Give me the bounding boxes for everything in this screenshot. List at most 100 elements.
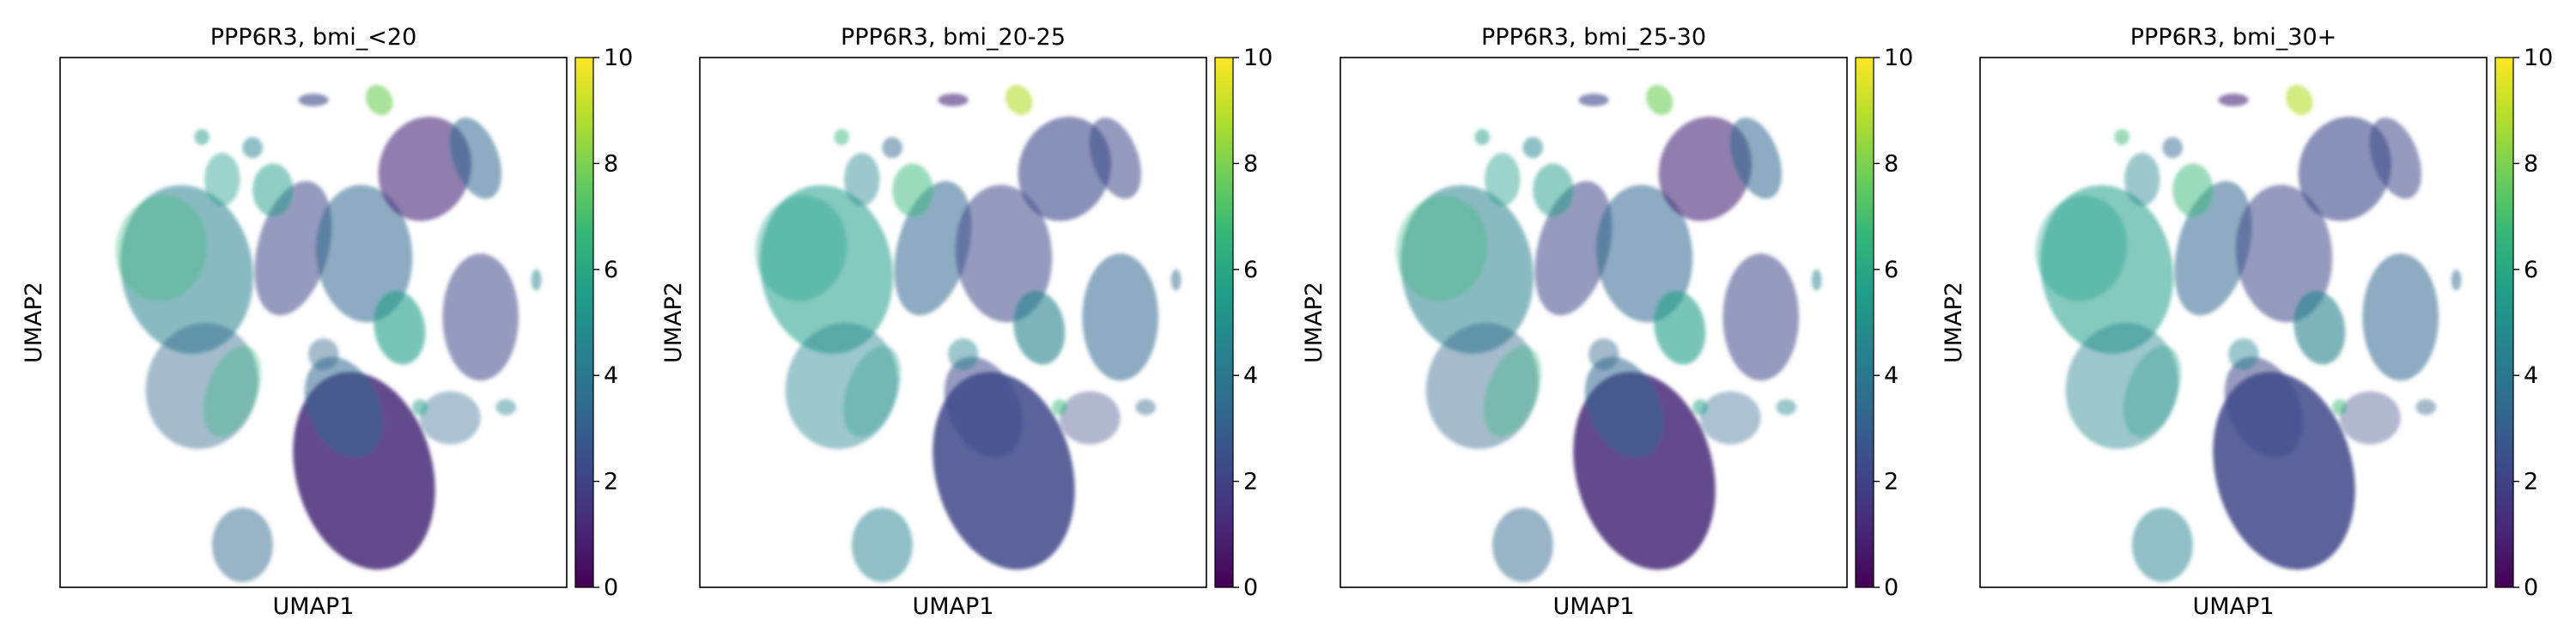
colorbar-tick-label: 10 <box>2524 45 2553 71</box>
cluster-8 <box>1595 185 1693 323</box>
cluster-10 <box>449 117 501 199</box>
panel-3: PPP6R3, bmi_25-30 UMAP1 UMAP2 0 2 4 6 8 10 <box>1301 24 1913 620</box>
cluster-4 <box>755 195 848 301</box>
colorbar <box>1214 57 1234 588</box>
cluster-22 <box>1811 269 1822 291</box>
cluster-11 <box>2362 253 2439 381</box>
cluster-6 <box>843 345 902 437</box>
y-axis-label: UMAP2 <box>660 282 687 363</box>
cluster-16 <box>844 153 880 206</box>
cluster-6 <box>204 345 262 437</box>
colorbar-tick-label: 0 <box>1243 574 1258 601</box>
colorbar-tick-label: 0 <box>604 574 618 601</box>
cluster-16 <box>2124 153 2160 206</box>
cluster-12 <box>1654 290 1706 365</box>
y-axis-label: UMAP2 <box>21 282 47 363</box>
colorbar-tick-label: 4 <box>604 362 618 389</box>
cluster-6 <box>1484 345 1542 437</box>
cluster-11 <box>442 253 519 381</box>
cluster-13 <box>1492 507 1553 582</box>
panel-2: PPP6R3, bmi_20-25 UMAP1 UMAP2 0 2 4 6 8 10 <box>660 24 1273 620</box>
x-axis-label: UMAP1 <box>2193 593 2275 620</box>
y-axis-label: UMAP2 <box>1301 282 1327 363</box>
colorbar-tick-label: 6 <box>2524 257 2538 283</box>
cluster-17 <box>2228 338 2259 370</box>
cluster-22 <box>531 269 542 291</box>
cluster-13 <box>2132 507 2193 582</box>
colorbar-tick-label: 6 <box>1884 257 1899 283</box>
colorbar-tick-label: 4 <box>1243 362 1258 389</box>
colorbar-tick-label: 8 <box>604 150 618 177</box>
scatter-points <box>755 84 1182 582</box>
x-axis-label: UMAP1 <box>273 593 355 620</box>
colorbar <box>1855 57 1874 588</box>
cluster-12 <box>2293 290 2346 365</box>
cluster-9 <box>1658 116 1752 222</box>
cluster-24 <box>1135 398 1156 416</box>
cluster-16 <box>204 153 240 206</box>
cluster-13 <box>852 507 913 582</box>
cluster-24 <box>1776 398 1796 416</box>
colorbar-tick-label: 0 <box>1884 574 1899 601</box>
cluster-22 <box>2451 269 2462 291</box>
colorbar-tick-label: 2 <box>1243 469 1258 495</box>
cluster-18 <box>938 94 969 106</box>
cluster-18 <box>1578 94 1609 106</box>
cluster-20 <box>1522 137 1543 159</box>
cluster-19 <box>1645 84 1674 116</box>
colorbar-tick-label: 2 <box>604 469 618 495</box>
cluster-4 <box>115 195 208 301</box>
colorbar <box>574 57 594 588</box>
cluster-17 <box>1589 338 1619 370</box>
cluster-9 <box>378 116 471 222</box>
scatter-points <box>115 84 542 582</box>
cluster-16 <box>1485 153 1521 206</box>
scatter-points <box>1395 84 1822 582</box>
cluster-9 <box>2298 116 2391 222</box>
cluster-4 <box>1395 195 1488 301</box>
cluster-12 <box>374 290 426 365</box>
cluster-17 <box>308 338 339 370</box>
cluster-14 <box>1699 391 1761 445</box>
cluster-18 <box>298 94 329 106</box>
colorbar-tick-label: 10 <box>1243 45 1273 71</box>
cluster-11 <box>1082 253 1158 381</box>
cluster-13 <box>212 507 273 582</box>
cluster-19 <box>365 84 393 116</box>
cluster-20 <box>882 137 902 159</box>
colorbar-tick-label: 8 <box>2524 150 2538 177</box>
cluster-8 <box>315 185 413 323</box>
colorbar <box>2494 57 2514 588</box>
cluster-6 <box>2123 345 2182 437</box>
cluster-8 <box>955 185 1053 323</box>
cluster-15 <box>2172 163 2214 217</box>
cluster-23 <box>412 398 428 416</box>
cluster-20 <box>2162 137 2183 159</box>
y-axis-label: UMAP2 <box>1941 282 1967 363</box>
colorbar-tick-label: 6 <box>1243 257 1258 283</box>
colorbar-tick-label: 2 <box>2524 469 2538 495</box>
cluster-14 <box>2339 391 2401 445</box>
cluster-17 <box>948 338 979 370</box>
cluster-10 <box>2369 117 2421 199</box>
colorbar-tick-label: 4 <box>2524 362 2538 389</box>
cluster-14 <box>419 391 481 445</box>
cluster-12 <box>1013 290 1066 365</box>
cluster-23 <box>1052 398 1067 416</box>
x-axis-label: UMAP1 <box>1553 593 1635 620</box>
panel-title: PPP6R3, bmi_20-25 <box>841 24 1066 51</box>
panel-title: PPP6R3, bmi_25-30 <box>1481 24 1706 51</box>
cluster-11 <box>1722 253 1799 381</box>
cluster-24 <box>2415 398 2436 416</box>
panel-title: PPP6R3, bmi_30+ <box>2130 24 2337 51</box>
cluster-22 <box>1170 269 1182 291</box>
cluster-20 <box>242 137 264 159</box>
cluster-18 <box>2218 94 2249 106</box>
panel-title: PPP6R3, bmi_<20 <box>210 24 417 51</box>
colorbar-tick-label: 0 <box>2524 574 2538 601</box>
cluster-19 <box>1005 84 1033 116</box>
cluster-2 <box>1584 356 1664 458</box>
cluster-4 <box>2035 195 2128 301</box>
colorbar-tick-label: 10 <box>604 45 633 71</box>
